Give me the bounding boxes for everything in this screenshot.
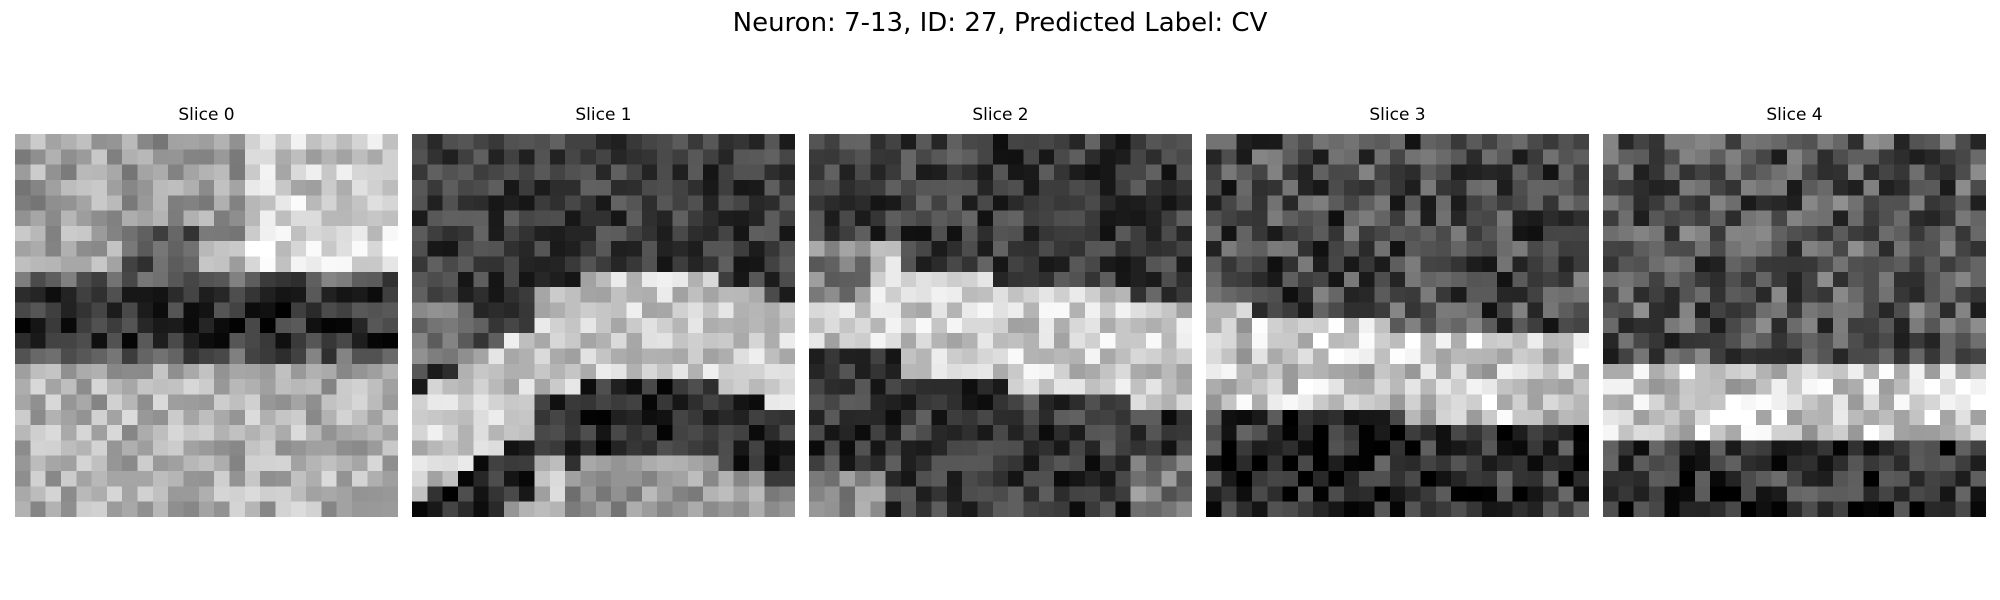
slice-panel-2: Slice 2 [809, 104, 1192, 517]
slice-image-4 [1603, 134, 1986, 517]
slice-title: Slice 0 [178, 105, 235, 125]
slice-image-1 [412, 134, 795, 517]
slice-image-0 [15, 134, 398, 517]
slice-title: Slice 1 [575, 105, 632, 125]
slice-panel-3: Slice 3 [1206, 104, 1589, 517]
slice-panel-0: Slice 0 [15, 104, 398, 517]
slice-image-2 [809, 134, 1192, 517]
slice-title: Slice 4 [1766, 105, 1823, 125]
slice-panel-1: Slice 1 [412, 104, 795, 517]
figure-title: Neuron: 7-13, ID: 27, Predicted Label: C… [732, 8, 1268, 38]
slice-image-3 [1206, 134, 1589, 517]
slice-title: Slice 2 [972, 105, 1029, 125]
slice-panel-4: Slice 4 [1603, 104, 1986, 517]
slice-title: Slice 3 [1369, 105, 1426, 125]
